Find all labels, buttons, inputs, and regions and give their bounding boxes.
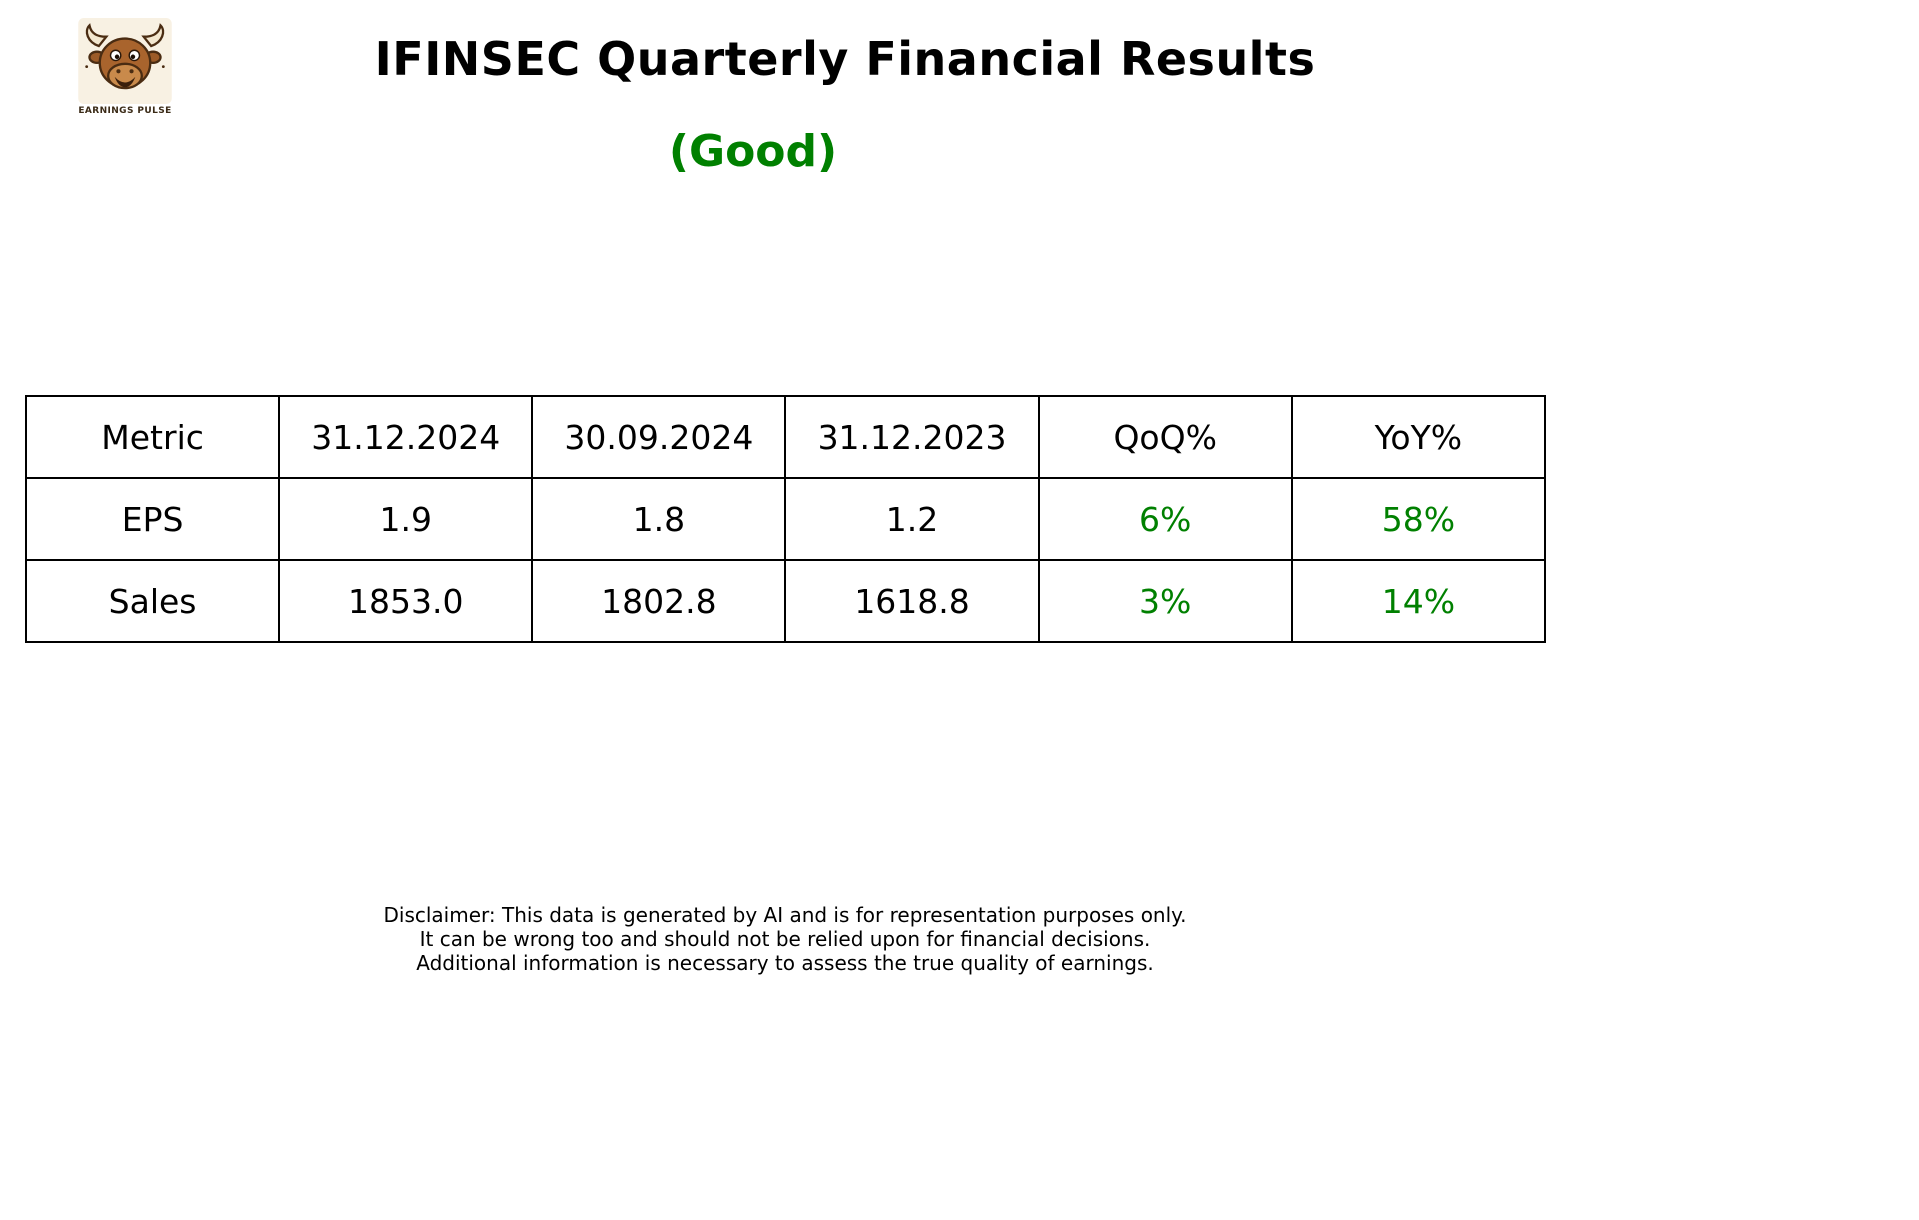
eps-q-previous: 1.8: [531, 477, 787, 561]
sales-q-yearago: 1618.8: [784, 559, 1040, 643]
col-header-30-09-2024: 30.09.2024: [531, 395, 787, 479]
verdict-label: (Good): [668, 126, 838, 177]
col-header-metric: Metric: [24, 395, 281, 479]
page-title: IFINSEC Quarterly Financial Results: [374, 32, 1316, 86]
eps-q-yearago: 1.2: [784, 477, 1040, 561]
sales-metric-cell: Sales: [24, 559, 281, 643]
verdict-container: (Good): [0, 126, 1506, 177]
table-row-eps: EPS 1.9 1.8 1.2 6% 58%: [24, 477, 1547, 561]
title-container: IFINSEC Quarterly Financial Results: [0, 32, 1690, 86]
logo: EARNINGS PULSE: [75, 18, 175, 116]
sales-q-current: 1853.0: [278, 559, 534, 643]
table-row-sales: Sales 1853.0 1802.8 1618.8 3% 14%: [24, 559, 1547, 643]
col-header-31-12-2024: 31.12.2024: [278, 395, 534, 479]
col-header-31-12-2023: 31.12.2023: [784, 395, 1040, 479]
table-header-row: Metric 31.12.2024 30.09.2024 31.12.2023 …: [24, 395, 1547, 479]
eps-metric-cell: EPS: [24, 477, 281, 561]
sales-qoq-value: 3%: [1037, 559, 1293, 643]
sales-yoy-value: 14%: [1290, 559, 1547, 643]
disclaimer: Disclaimer: This data is generated by AI…: [0, 903, 1570, 975]
logo-brand-text: EARNINGS PULSE: [78, 106, 172, 116]
col-header-qoq: QoQ%: [1037, 395, 1293, 479]
disclaimer-line-3: Additional information is necessary to a…: [416, 951, 1154, 975]
eps-yoy-value: 58%: [1290, 477, 1547, 561]
disclaimer-line-1: Disclaimer: This data is generated by AI…: [383, 903, 1187, 927]
table-body: EPS 1.9 1.8 1.2 6% 58% Sales 1853.0 1802…: [24, 477, 1547, 643]
results-table: Metric 31.12.2024 30.09.2024 31.12.2023 …: [24, 395, 1547, 643]
disclaimer-line-2: It can be wrong too and should not be re…: [419, 927, 1151, 951]
sales-q-previous: 1802.8: [531, 559, 787, 643]
eps-q-current: 1.9: [278, 477, 534, 561]
eps-qoq-value: 6%: [1037, 477, 1293, 561]
col-header-yoy: YoY%: [1290, 395, 1547, 479]
table-head: Metric 31.12.2024 30.09.2024 31.12.2023 …: [24, 395, 1547, 479]
bull-icon: [78, 18, 172, 104]
